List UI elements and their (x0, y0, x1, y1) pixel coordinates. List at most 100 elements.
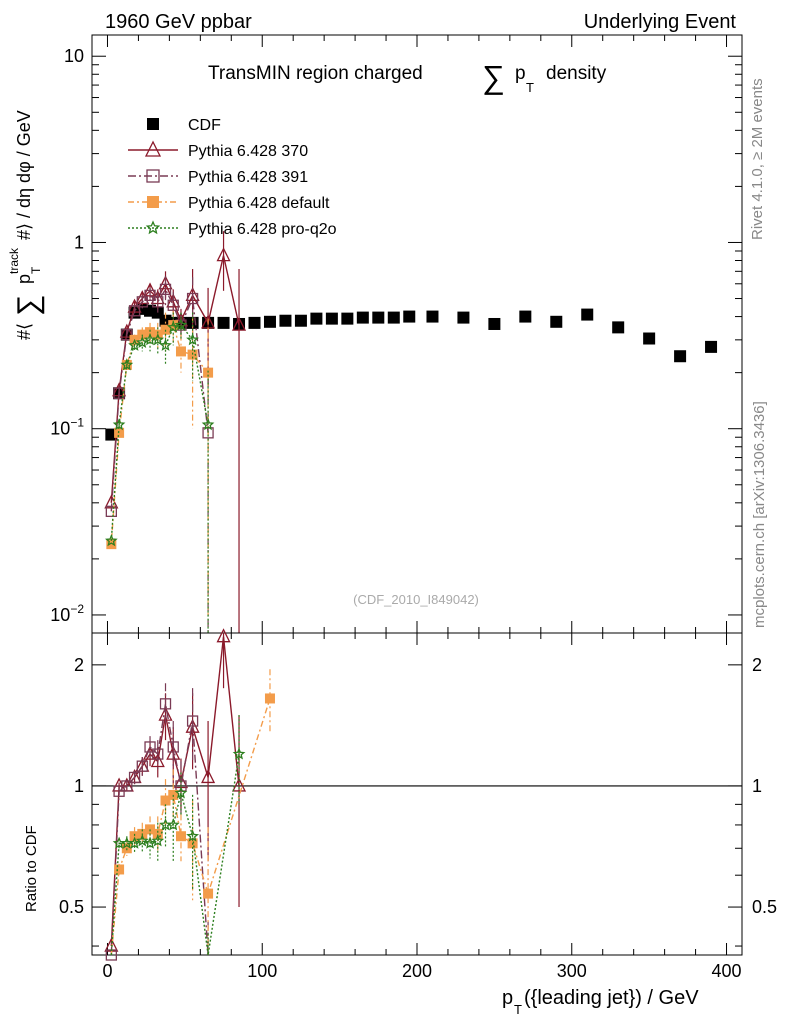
data-point (167, 741, 179, 753)
data-point (144, 741, 156, 753)
x-axis-label: p T ({leading jet}) / GeV (502, 987, 699, 1017)
data-point (186, 829, 200, 842)
title-part-1: TransMIN region charged (208, 63, 423, 84)
data-point (581, 308, 594, 321)
data-point (113, 387, 125, 399)
data-point (104, 534, 118, 547)
data-point (145, 220, 161, 235)
title-part-t: T (526, 80, 534, 95)
data-point (121, 328, 133, 341)
header-right: Underlying Event (584, 11, 737, 33)
data-point (186, 333, 200, 346)
y-tick-label: 10 (64, 46, 84, 66)
x-tick-label: 300 (557, 961, 587, 981)
data-point (232, 747, 246, 760)
data-point (128, 771, 141, 784)
data-point (341, 312, 354, 325)
legend-label: CDF (188, 117, 221, 134)
ratio-y-tick-label-right: 2 (752, 655, 762, 675)
data-point (403, 310, 416, 323)
y-tick-label: 1 (74, 232, 84, 252)
data-point (186, 715, 199, 727)
data-point (128, 338, 141, 351)
x-tick-label: 0 (102, 961, 112, 981)
data-point (203, 888, 214, 899)
data-point (186, 292, 199, 305)
series-line (110, 636, 240, 947)
data-point (106, 539, 117, 550)
data-point (279, 314, 292, 327)
data-point (121, 780, 133, 792)
data-point (231, 777, 247, 792)
data-point (216, 247, 231, 262)
data-point (144, 140, 162, 157)
ratio-y-tick-label-right: 0.5 (752, 897, 777, 917)
data-point (174, 786, 188, 799)
data-point (612, 321, 625, 334)
y-tick-label: 10−2 (50, 602, 84, 625)
ylabel-p: p (14, 274, 34, 284)
ratio-y-tick-label: 1 (74, 776, 84, 796)
data-point (150, 753, 165, 768)
data-point (263, 315, 276, 328)
data-point (128, 836, 141, 849)
ylabel-track: track (7, 247, 21, 274)
data-point (136, 296, 148, 308)
header-left: 1960 GeV ppbar (105, 11, 252, 33)
x-tick-label: 200 (402, 961, 432, 981)
data-point (387, 311, 400, 324)
main-panel: 10 1 10−1 10−2 (50, 34, 743, 634)
legend: CDF Pythia 6.428 370 Pythia 6.428 391 Pythi… (128, 117, 337, 238)
ratio-frame (91, 632, 743, 956)
data-point (135, 834, 149, 847)
data-point (248, 316, 261, 329)
ratio-ylabel: Ratio to CDF (23, 825, 40, 912)
xlabel-p: p (502, 987, 513, 1009)
data-point (264, 693, 275, 704)
legend-entry: Pythia 6.428 pro-q2o (128, 220, 337, 238)
data-point (151, 333, 165, 346)
data-point (372, 311, 385, 324)
data-point (105, 505, 117, 517)
xlabel-t: T (514, 1002, 522, 1017)
legend-label: Pythia 6.428 391 (188, 169, 308, 186)
ratio-y-tick-label: 2 (74, 655, 84, 675)
data-point (145, 327, 156, 338)
data-point (159, 338, 172, 351)
data-point (135, 335, 149, 348)
data-point (152, 748, 164, 760)
x-tick-label: 100 (247, 961, 277, 981)
legend-entry: CDF (147, 117, 221, 134)
data-point (147, 118, 159, 130)
data-point (457, 311, 470, 324)
data-point (143, 836, 157, 849)
data-point (216, 628, 231, 643)
data-point (147, 196, 159, 208)
data-point (159, 698, 172, 710)
data-point (144, 289, 156, 302)
title-sum-symbol: ∑ (482, 59, 505, 95)
data-point (174, 318, 188, 331)
legend-label: Pythia 6.428 default (188, 195, 330, 212)
data-point (114, 864, 125, 875)
ylabel-t: T (29, 266, 43, 274)
data-point (519, 310, 532, 323)
data-point (152, 828, 163, 839)
data-point (120, 358, 134, 371)
ylabel-prefix: #⟨ (14, 323, 34, 340)
data-point (201, 418, 215, 431)
data-point (217, 316, 230, 329)
data-point (310, 312, 323, 325)
title-part-density: density (546, 63, 607, 84)
data-point (705, 340, 718, 353)
series-line (110, 255, 240, 503)
y-tick-label: 10−1 (50, 416, 84, 439)
ylabel-suffix: #⟩ / dη dφ / GeV (14, 110, 34, 240)
data-point (356, 311, 369, 324)
data-point (674, 350, 687, 363)
analysis-id: (CDF_2010_I849042) (353, 592, 479, 607)
x-tick-label: 400 (712, 961, 742, 981)
main-ylabel: #⟨ ∑ p track T #⟩ / dη dφ / GeV (7, 110, 45, 340)
data-point (643, 332, 656, 345)
